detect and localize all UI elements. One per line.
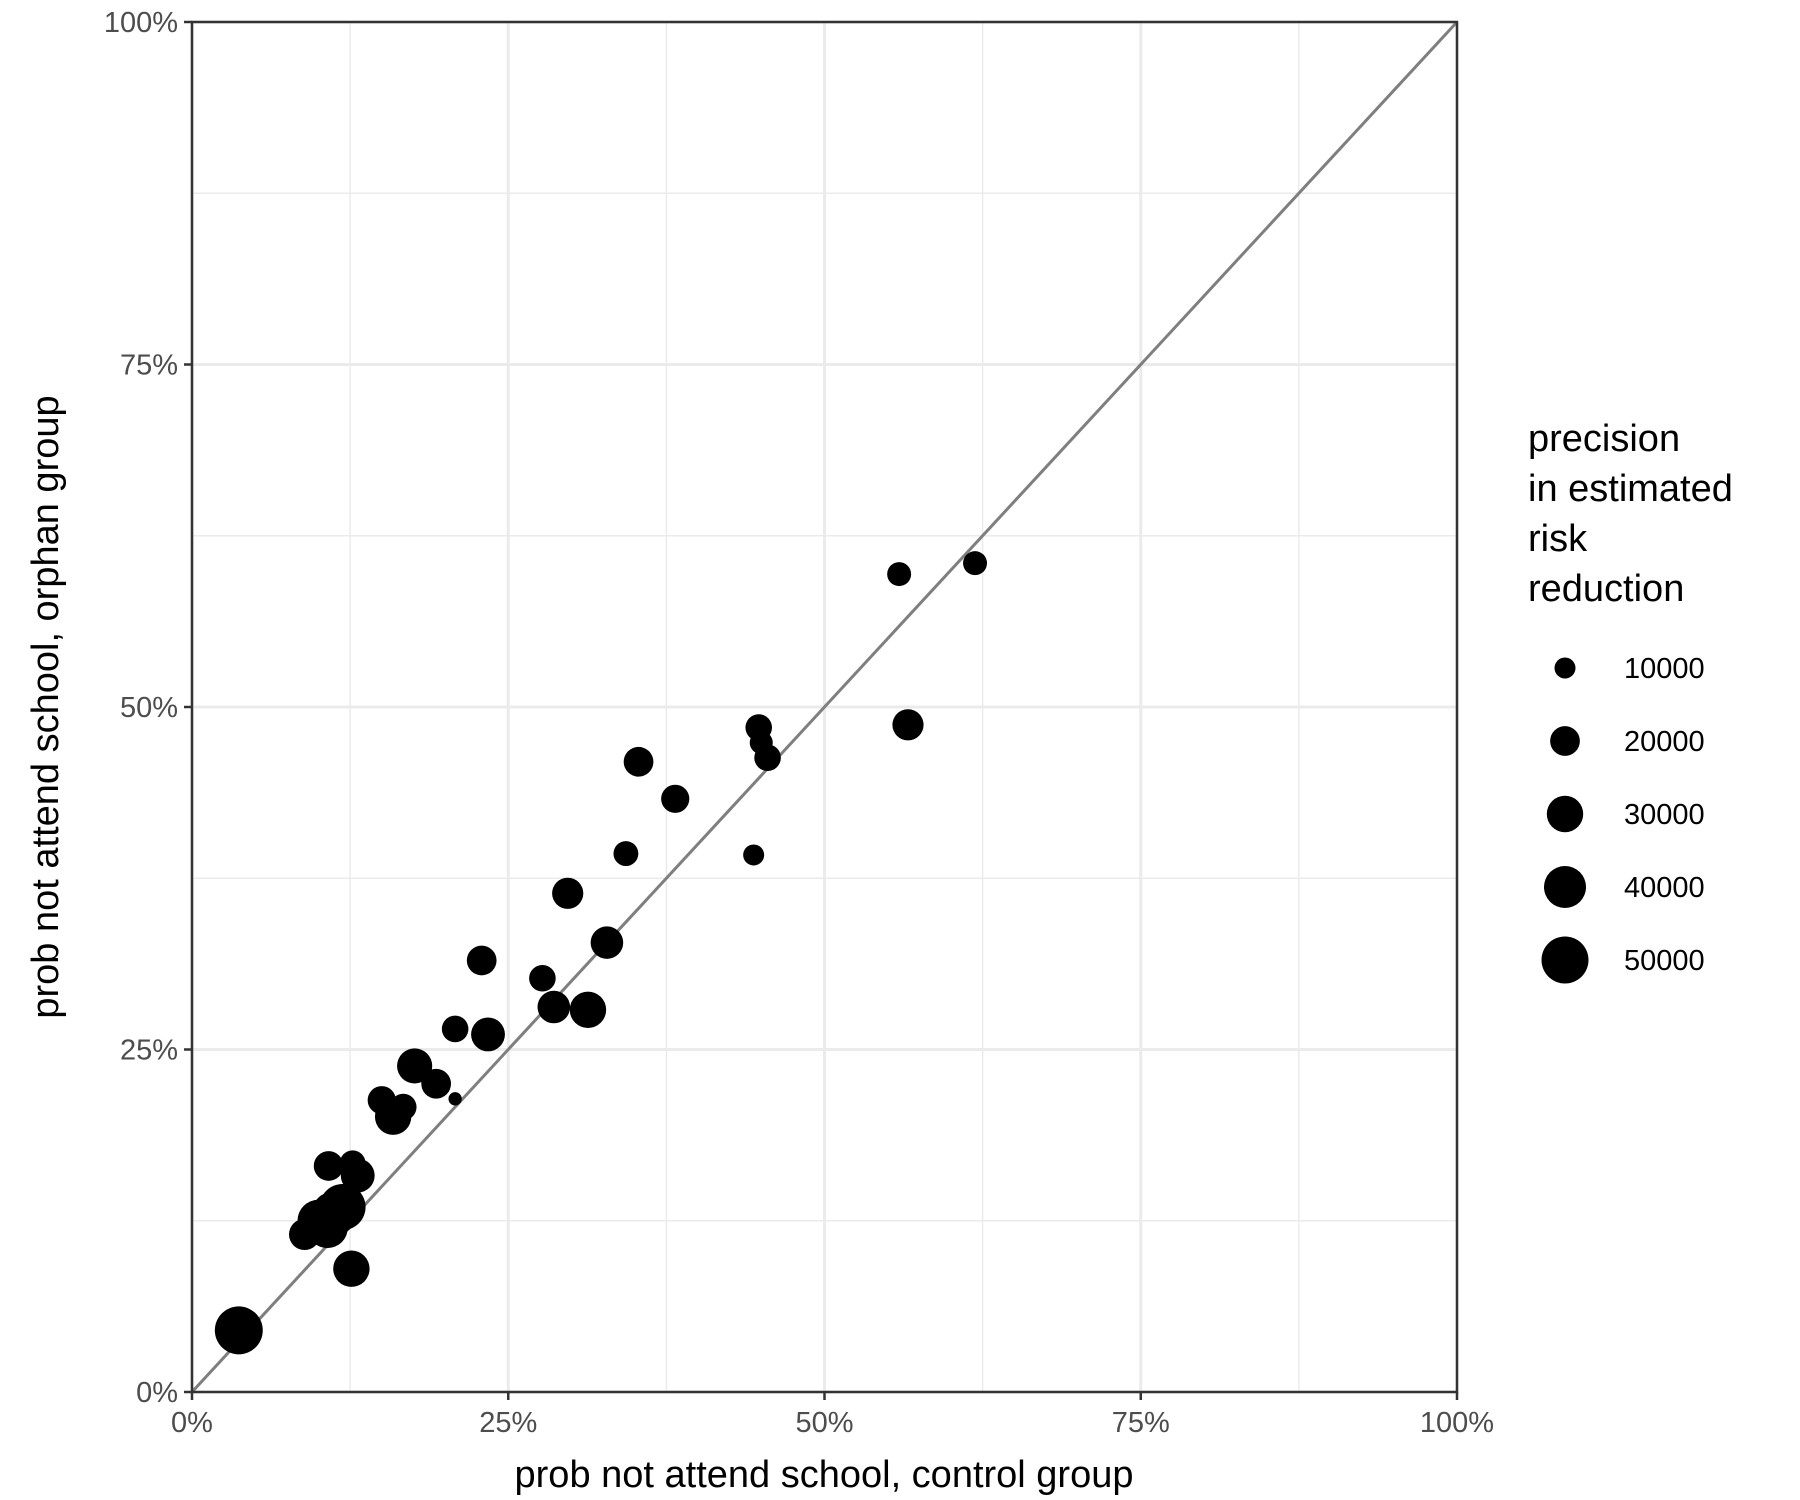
identity-reference-line	[190, 20, 1459, 1394]
x-tick-label-0: 0%	[171, 1407, 213, 1439]
y-tick-label-1: 25%	[120, 1035, 178, 1067]
data-point-19	[529, 964, 556, 992]
legend-title: precision in estimated risk reduction	[1528, 418, 1743, 610]
size-legend: precision in estimated risk reduction 10…	[1528, 418, 1743, 984]
data-point-15	[441, 1015, 469, 1043]
legend-key-3	[1543, 865, 1587, 909]
data-point-22	[569, 991, 607, 1028]
legend-key-4	[1541, 936, 1589, 984]
data-point-14	[421, 1068, 452, 1099]
data-point-33	[963, 551, 988, 576]
legend-label-2: 30000	[1624, 799, 1705, 831]
legend-items: 10000 20000 30000 40000 50000	[1541, 653, 1705, 984]
data-points	[214, 551, 988, 1355]
data-point-9	[333, 1250, 370, 1287]
y-tick-label-3: 75%	[120, 350, 178, 382]
y-tick-label-0: 0%	[136, 1377, 178, 1409]
legend-title-line-2: in estimated	[1528, 468, 1733, 510]
data-point-18	[471, 1017, 505, 1052]
data-point-21	[552, 877, 584, 909]
data-point-5	[319, 1184, 366, 1231]
legend-label-3: 40000	[1624, 872, 1705, 904]
legend-key-2	[1546, 795, 1584, 833]
legend-label-1: 20000	[1624, 726, 1705, 758]
x-axis-title: prob not attend school, control group	[515, 1454, 1134, 1496]
y-axis-ticks: 0% 25% 50% 75% 100%	[104, 7, 192, 1409]
data-point-23	[590, 926, 624, 959]
data-point-0	[214, 1306, 263, 1355]
legend-key-0	[1554, 657, 1576, 679]
data-point-17	[466, 945, 497, 976]
x-tick-label-1: 25%	[479, 1407, 537, 1439]
data-point-30	[754, 744, 781, 771]
data-point-8	[340, 1158, 375, 1193]
data-point-6	[313, 1151, 344, 1181]
data-point-26	[661, 784, 690, 813]
x-tick-label-3: 75%	[1112, 1407, 1170, 1439]
y-tick-label-4: 100%	[104, 7, 178, 39]
legend-title-line-3: risk	[1528, 518, 1588, 560]
data-point-25	[623, 746, 654, 777]
legend-title-line-4: reduction	[1528, 568, 1684, 610]
y-tick-label-2: 50%	[120, 692, 178, 724]
data-point-31	[887, 562, 912, 587]
x-axis-ticks: 0% 25% 50% 75% 100%	[171, 1392, 1494, 1439]
legend-label-0: 10000	[1624, 653, 1705, 685]
data-point-32	[892, 709, 924, 741]
x-tick-label-4: 100%	[1420, 1407, 1494, 1439]
data-point-16	[448, 1092, 462, 1106]
legend-label-4: 50000	[1624, 945, 1705, 977]
legend-title-line-1: precision	[1528, 418, 1680, 460]
x-tick-label-2: 50%	[795, 1407, 853, 1439]
data-point-12	[389, 1093, 417, 1121]
data-point-20	[537, 990, 571, 1024]
data-point-13	[397, 1048, 433, 1084]
y-axis-title: prob not attend school, orphan group	[25, 395, 67, 1018]
legend-key-1	[1550, 726, 1580, 756]
data-point-27	[743, 844, 765, 866]
data-point-24	[613, 841, 639, 867]
